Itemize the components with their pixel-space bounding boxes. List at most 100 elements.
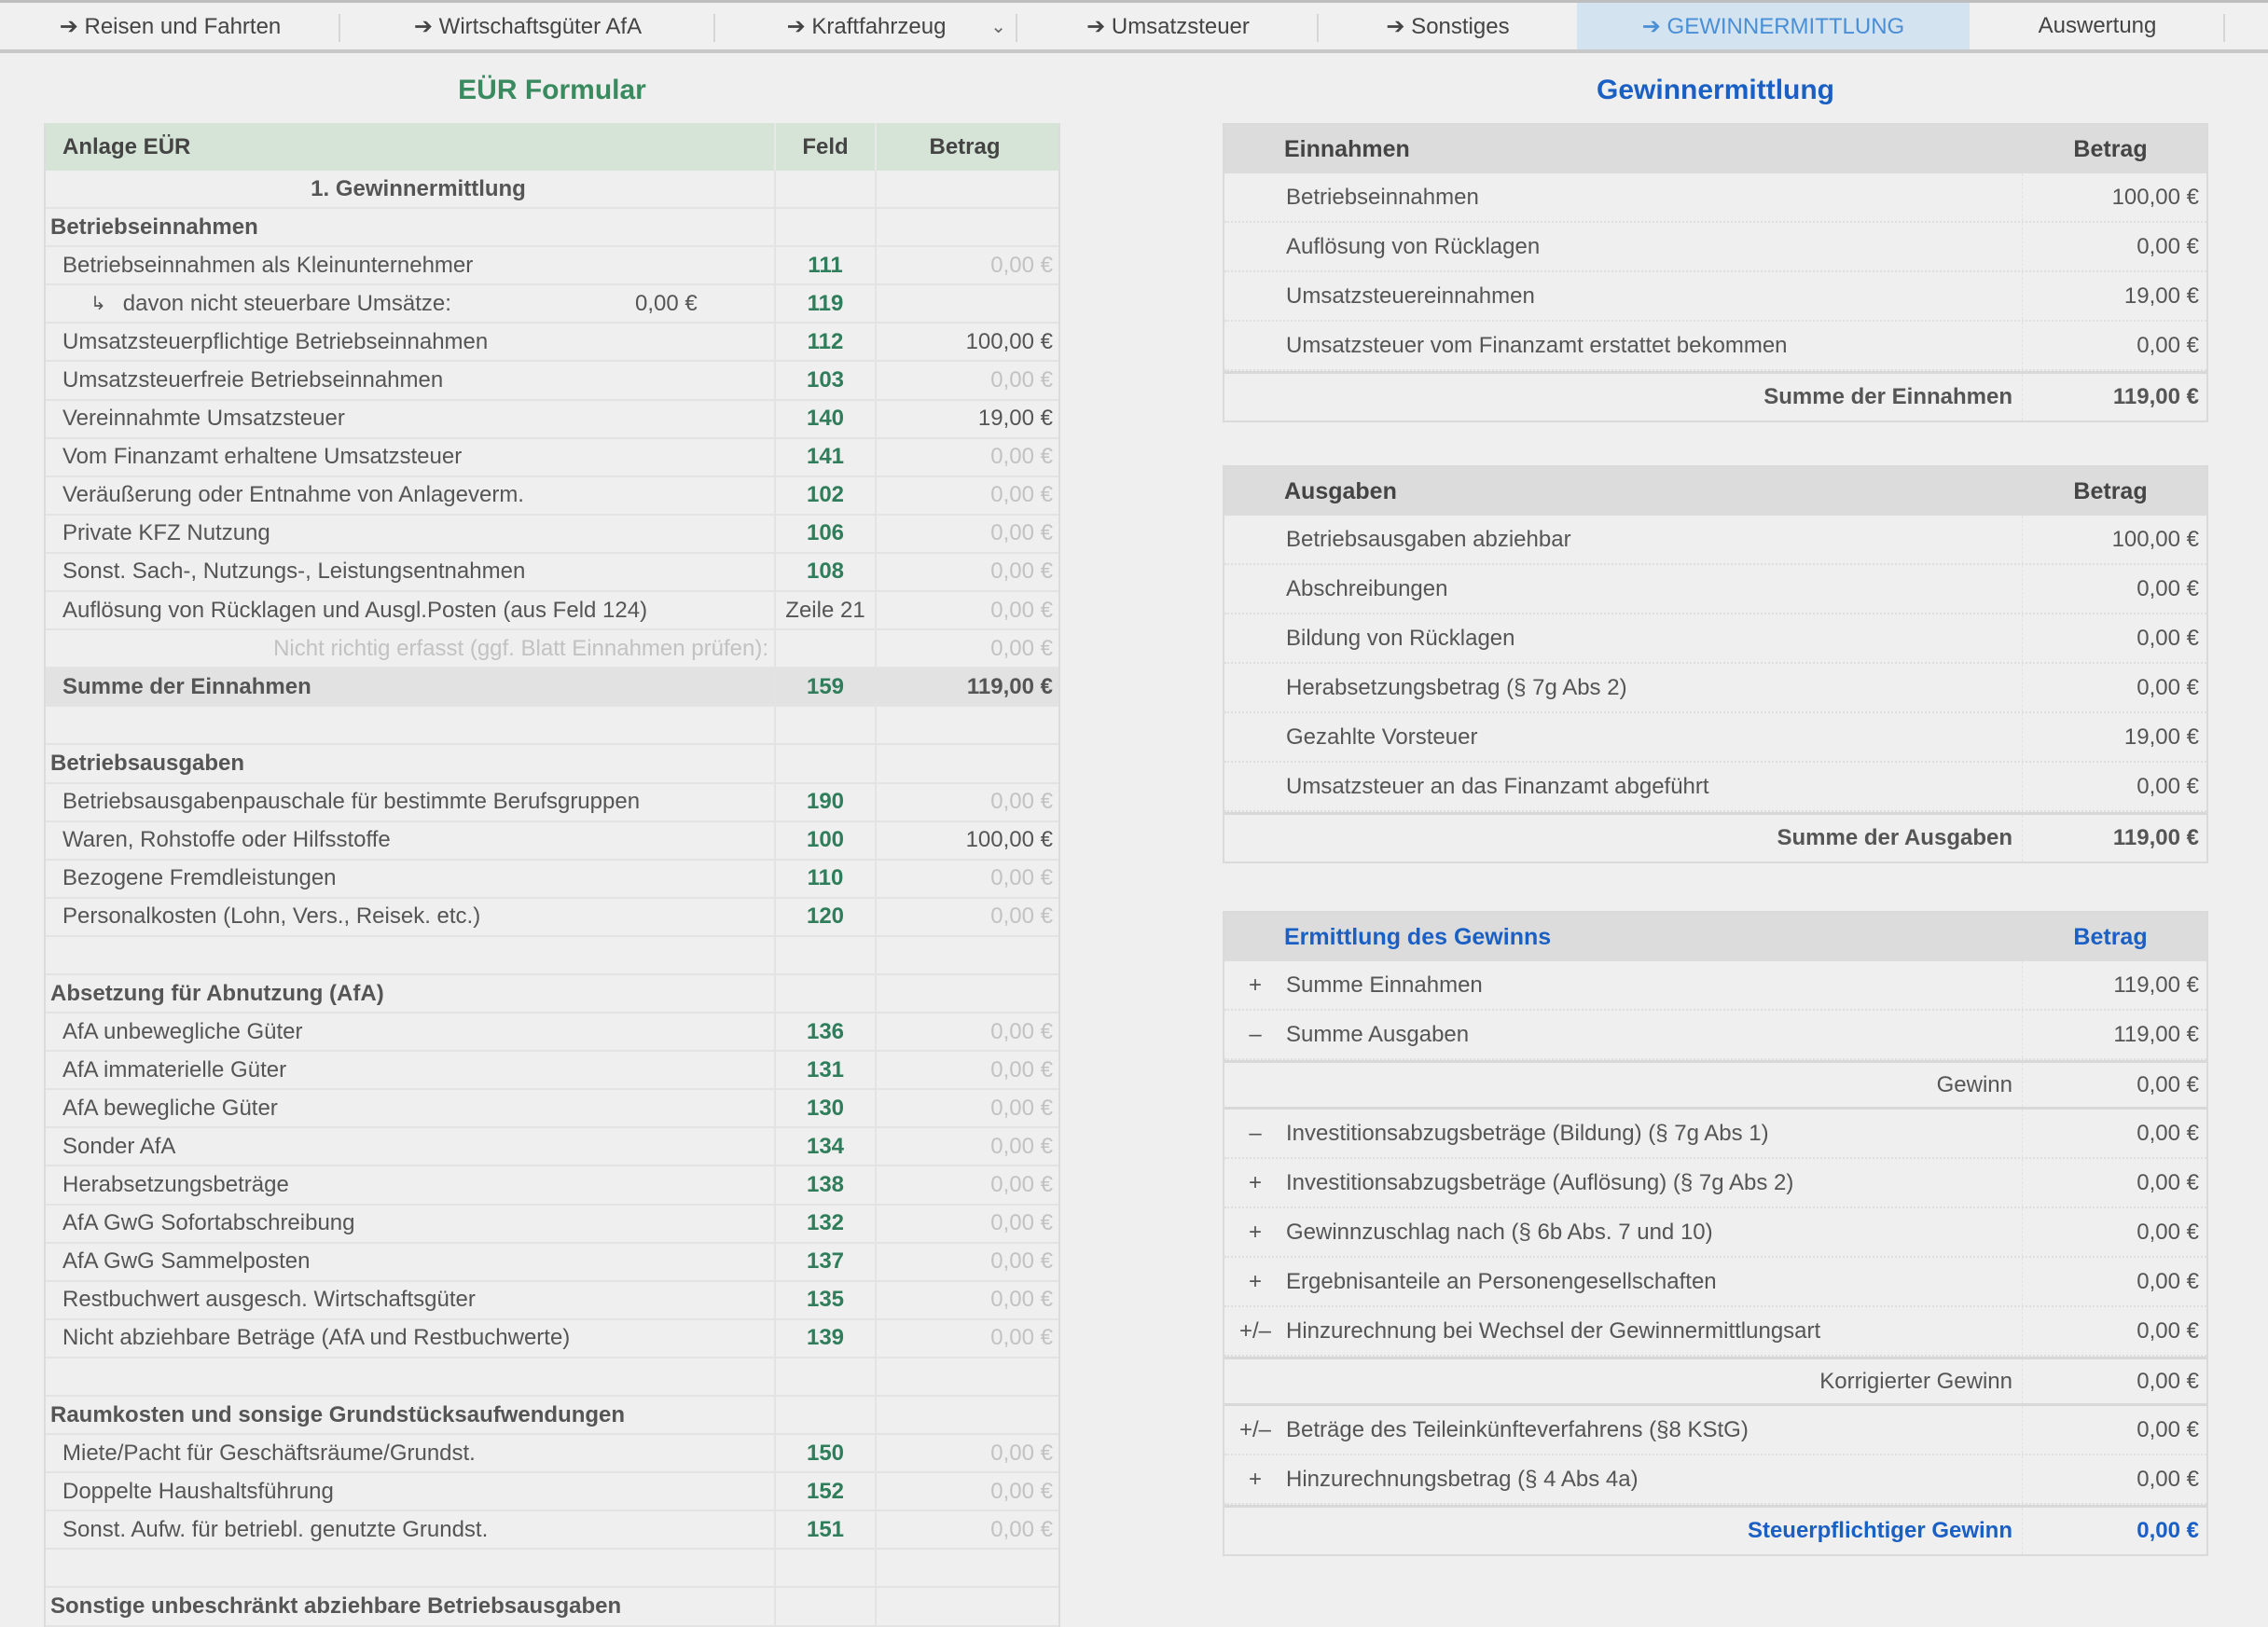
- betrag-value[interactable]: 0,00 €: [990, 1325, 1053, 1351]
- betrag-value[interactable]: 0,00 €: [990, 558, 1053, 585]
- betrag-value[interactable]: 0,00 €: [990, 1056, 1053, 1082]
- row-label: Vereinnahmte Umsatzsteuer: [46, 400, 776, 437]
- row-label: Hinzurechnung bei Wechsel der Gewinnermi…: [1286, 1317, 1821, 1344]
- table-row: Sonder AfA 134 0,00 €: [46, 1128, 1058, 1167]
- row-label: Summe der Einnahmen: [1763, 384, 2012, 409]
- row-label: Doppelte Haushaltsführung: [46, 1473, 776, 1510]
- row-label: Investitionsabzugsbeträge (Auflösung) (§…: [1286, 1169, 1794, 1195]
- betrag-value[interactable]: 0,00 €: [990, 252, 1053, 278]
- row-label: AfA bewegliche Güter: [46, 1090, 776, 1127]
- table-row: Restbuchwert ausgesch. Wirtschaftsgüter 1…: [46, 1281, 1058, 1320]
- betrag-value[interactable]: 0,00 €: [990, 520, 1053, 546]
- row-label-text: Absetzung für Abnutzung (AfA): [50, 980, 384, 1006]
- feld-number: 150: [776, 1435, 877, 1472]
- row-label: AfA immaterielle Güter: [46, 1052, 776, 1089]
- tab-4[interactable]: ➔ Sonstiges: [1319, 3, 1577, 49]
- tab-5[interactable]: ➔ GEWINNERMITTLUNG: [1577, 3, 1970, 49]
- anlage-eur-table: Anlage EÜR Feld Betrag 1. Gewinnermittlung B…: [44, 123, 1060, 1627]
- feld-number: 138: [776, 1166, 877, 1204]
- row-value: 119,00 €: [2022, 1011, 2206, 1058]
- sign-indicator: –: [1249, 1021, 1262, 1047]
- betrag-value[interactable]: 0,00 €: [990, 1210, 1053, 1236]
- tab-label: Auswertung: [2038, 13, 2157, 38]
- summary-row: Bildung von Rücklagen 0,00 €: [1224, 614, 2206, 664]
- row-label: Sonst. Sach-, Nutzungs-, Leistungsentnah…: [46, 553, 776, 591]
- betrag-value[interactable]: 0,00 €: [990, 1287, 1053, 1313]
- betrag-value[interactable]: 0,00 €: [990, 482, 1053, 508]
- table-row: Vom Finanzamt erhaltene Umsatzsteuer 141 0…: [46, 438, 1058, 477]
- feld-number: 141: [776, 438, 877, 476]
- row-value: 0,00 €: [2022, 614, 2206, 662]
- tab-1[interactable]: ➔ Wirtschaftsgüter AfA: [340, 3, 715, 49]
- box-header: Ermittlung des Gewinns Betrag: [1224, 913, 2206, 961]
- tab-2[interactable]: ➔ Kraftfahrzeug ⌄: [715, 3, 1017, 49]
- betrag-value[interactable]: 0,00 €: [990, 597, 1053, 623]
- row-label: Investitionsabzugsbeträge (Bildung) (§ 7…: [1286, 1120, 1769, 1146]
- betrag-value[interactable]: 100,00 €: [965, 827, 1053, 853]
- section-header: Absetzung für Abnutzung (AfA): [46, 974, 1058, 1014]
- betrag-value[interactable]: 0,00 €: [990, 1171, 1053, 1197]
- betrag-value[interactable]: 0,00 €: [990, 367, 1053, 393]
- row-value: 100,00 €: [2022, 173, 2206, 221]
- betrag-value[interactable]: 0,00 €: [990, 789, 1053, 815]
- row-label: Abschreibungen: [1286, 575, 1448, 601]
- header-anlage: Anlage EÜR: [46, 123, 776, 171]
- row-label: AfA GwG Sammelposten: [46, 1243, 776, 1280]
- summary-row: Betriebsausgaben abziehbar 100,00 €: [1224, 516, 2206, 565]
- betrag-value[interactable]: 0,00 €: [990, 1478, 1053, 1504]
- row-label: Personalkosten (Lohn, Vers., Reisek. etc…: [46, 898, 776, 935]
- feld-number: Zeile 21: [776, 592, 877, 629]
- betrag-value[interactable]: 0,00 €: [990, 1440, 1053, 1466]
- chevron-down-icon[interactable]: ⌄: [990, 16, 1006, 37]
- tab-6[interactable]: Auswertung: [1970, 3, 2225, 49]
- betrag-value[interactable]: 0,00 €: [990, 635, 1053, 661]
- gewinnermittlung-title: Gewinnermittlung: [1597, 75, 1834, 105]
- row-value: 0,00 €: [2022, 664, 2206, 711]
- row-label: Betriebsausgaben abziehbar: [1286, 526, 1571, 552]
- sign-indicator: –: [1249, 1120, 1262, 1146]
- row-value: 119,00 €: [2022, 374, 2206, 421]
- row-label-text: Betriebseinnahmen: [50, 214, 258, 240]
- tab-0[interactable]: ➔ Reisen und Fahrten: [0, 3, 340, 49]
- betrag-value[interactable]: 0,00 €: [990, 1248, 1053, 1275]
- table-row: AfA unbewegliche Güter 136 0,00 €: [46, 1013, 1058, 1053]
- summary-row: Gezahlte Vorsteuer 19,00 €: [1224, 713, 2206, 763]
- betrag-value[interactable]: 0,00 €: [990, 903, 1053, 930]
- row-value: 0,00 €: [2022, 1159, 2206, 1206]
- feld-number: 108: [776, 553, 877, 591]
- feld-number: [776, 1550, 877, 1587]
- row-label-text: Vereinnahmte Umsatzsteuer: [62, 406, 345, 432]
- summary-row: + Ergebnisanteile an Personengesellschaft…: [1224, 1258, 2206, 1307]
- betrag-value[interactable]: 0,00 €: [990, 444, 1053, 470]
- feld-number: 135: [776, 1281, 877, 1318]
- tab-separator: [713, 14, 715, 42]
- betrag-value[interactable]: 0,00 €: [990, 865, 1053, 891]
- row-value: 100,00 €: [2022, 516, 2206, 563]
- row-value: 0,00 €: [2022, 1406, 2206, 1454]
- row-label-text: Nicht abziehbare Beträge (AfA und Restbu…: [62, 1325, 571, 1351]
- summary-row: + Hinzurechnungsbetrag (§ 4 Abs 4a) 0,00 €: [1224, 1455, 2206, 1505]
- betrag-value[interactable]: 0,00 €: [990, 1018, 1053, 1044]
- tab-3[interactable]: ➔ Umsatzsteuer: [1017, 3, 1319, 49]
- row-label-text: Doppelte Haushaltsführung: [62, 1478, 334, 1504]
- row-label-text: Sonst. Sach-, Nutzungs-, Leistungsentnah…: [62, 558, 526, 585]
- inline-value-field[interactable]: 0,00 €: [635, 290, 698, 316]
- betrag-value[interactable]: 100,00 €: [965, 328, 1053, 354]
- row-value: 0,00 €: [2022, 1508, 2206, 1554]
- tab-label: ➔ Reisen und Fahrten: [59, 13, 282, 39]
- betrag-value[interactable]: 119,00 €: [966, 673, 1053, 699]
- betrag-value[interactable]: 19,00 €: [977, 406, 1053, 432]
- betrag-value[interactable]: 0,00 €: [990, 1095, 1053, 1121]
- betrag-value: [877, 1397, 1058, 1433]
- row-label: 1. Gewinnermittlung: [46, 171, 776, 208]
- box-header-label: Ausgaben: [1284, 477, 1397, 504]
- betrag-value[interactable]: 0,00 €: [990, 1133, 1053, 1159]
- summary-row: + Summe Einnahmen 119,00 €: [1224, 961, 2206, 1011]
- table-row: Umsatzsteuerpflichtige Betriebseinnahmen…: [46, 324, 1058, 363]
- row-label: Veräußerung oder Entnahme von Anlageverm…: [46, 476, 776, 514]
- table-header: Anlage EÜR Feld Betrag: [46, 123, 1058, 171]
- table-row: Betriebsausgabenpauschale für bestimmte …: [46, 783, 1058, 822]
- row-label-text: AfA unbewegliche Güter: [62, 1018, 303, 1044]
- betrag-value[interactable]: 0,00 €: [990, 1516, 1053, 1542]
- total-row: Steuerpflichtiger Gewinn 0,00 €: [1224, 1505, 2206, 1554]
